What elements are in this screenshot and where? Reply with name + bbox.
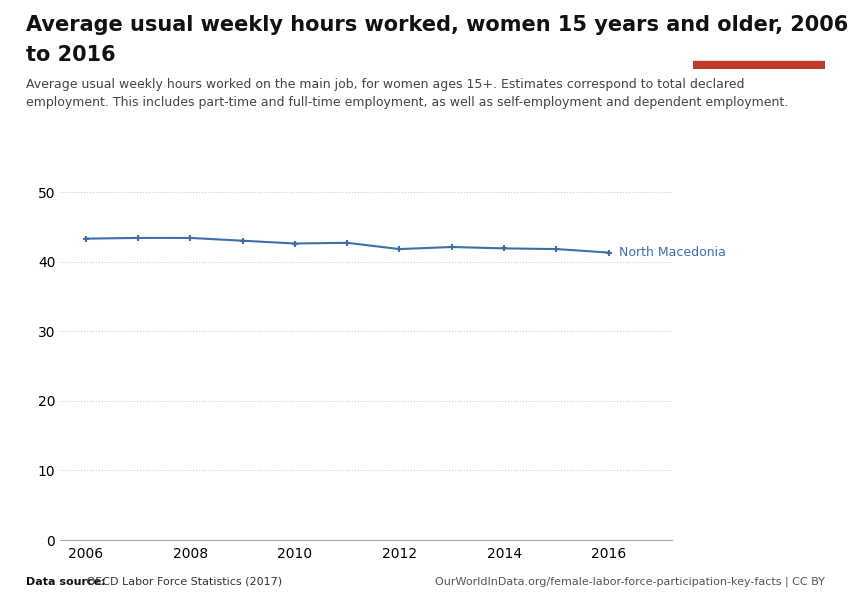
Text: OECD Labor Force Statistics (2017): OECD Labor Force Statistics (2017) bbox=[83, 577, 282, 587]
Text: North Macedonia: North Macedonia bbox=[619, 246, 726, 259]
Text: Data source:: Data source: bbox=[26, 577, 105, 587]
Text: Our World: Our World bbox=[727, 21, 790, 31]
Text: OurWorldInData.org/female-labor-force-participation-key-facts | CC BY: OurWorldInData.org/female-labor-force-pa… bbox=[434, 576, 824, 587]
Text: Average usual weekly hours worked, women 15 years and older, 2006: Average usual weekly hours worked, women… bbox=[26, 15, 847, 35]
Text: in Data: in Data bbox=[736, 39, 781, 49]
Text: Average usual weekly hours worked on the main job, for women ages 15+. Estimates: Average usual weekly hours worked on the… bbox=[26, 78, 788, 109]
Text: to 2016: to 2016 bbox=[26, 45, 115, 65]
Bar bbox=[693, 61, 824, 69]
